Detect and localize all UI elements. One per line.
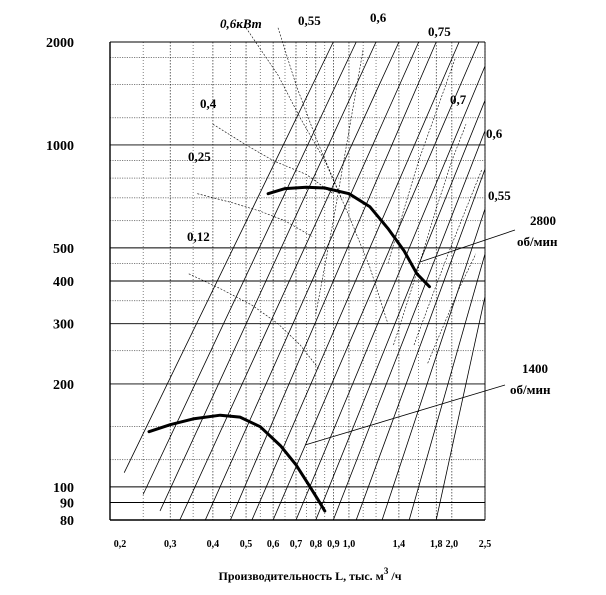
series-line-2 <box>147 413 327 513</box>
annotation-label: 1400 <box>522 361 548 376</box>
x-tick-label: 0,2 <box>114 539 127 550</box>
x-tick-label: 0,4 <box>207 539 220 550</box>
network-line <box>179 41 400 520</box>
annotation-label: 0,12 <box>187 229 210 244</box>
network-line <box>204 41 420 520</box>
efficiency-line <box>413 168 483 346</box>
callout-leader-1400 <box>304 384 506 446</box>
annotations: 0,6кВт 0,55 0,6 0,75 0,4 0,7 0,6 0,25 0,55 0,12 28… <box>187 10 558 397</box>
x-axis-label-tail: /ч <box>388 569 401 583</box>
performance-curves <box>147 185 431 513</box>
y-tick-label: 300 <box>53 318 74 333</box>
annotation-label: 0,6 <box>486 126 503 141</box>
x-axis-label-superscript: 3 <box>384 566 389 576</box>
y-tick-label: 200 <box>53 378 74 393</box>
efficiency-line <box>393 124 467 346</box>
x-tick-label: 0,8 <box>310 539 323 550</box>
x-axis-label: Производительность L, тыс. м3 /ч <box>219 566 402 583</box>
network-line <box>332 130 485 520</box>
x-tick-label: 1,4 <box>393 539 406 550</box>
power-line <box>188 273 320 370</box>
x-tick-labels: 0,2 0,3 0,4 0,5 0,6 0,7 0,8 0,9 1,0 1,4 1,8 2,0 2,5 <box>114 539 492 550</box>
auxiliary-lines <box>123 27 485 520</box>
x-tick-label: 1,0 <box>343 539 356 550</box>
x-tick-label: 1,8 <box>430 539 443 550</box>
network-line <box>355 168 485 520</box>
annotation-label: 0,55 <box>298 13 321 28</box>
x-tick-label: 0,6 <box>267 539 280 550</box>
y-tick-label: 100 <box>53 481 74 496</box>
network-line <box>251 41 460 520</box>
network-line <box>435 296 485 520</box>
x-tick-label: 0,5 <box>240 539 253 550</box>
annotation-label: 0,6кВт <box>220 16 262 31</box>
network-line <box>123 41 334 473</box>
x-tick-label: 2,5 <box>479 539 492 550</box>
grid <box>109 41 486 521</box>
power-line <box>277 27 342 199</box>
x-tick-label: 0,3 <box>164 539 177 550</box>
annotation-label: 0,4 <box>200 96 217 111</box>
power-line <box>212 123 334 194</box>
annotation-label: 0,25 <box>188 149 211 164</box>
callout-leader-2800 <box>419 229 516 263</box>
efficiency-line <box>427 253 477 364</box>
y-tick-label: 2000 <box>46 36 74 51</box>
annotation-label: 0,55 <box>488 188 511 203</box>
network-line <box>230 41 437 520</box>
y-tick-label: 400 <box>53 275 74 290</box>
network-line <box>142 41 357 495</box>
y-tick-label: 90 <box>60 497 74 512</box>
x-tick-label: 0,7 <box>290 539 303 550</box>
y-tick-label: 500 <box>53 242 74 257</box>
y-tick-label: 80 <box>60 514 74 529</box>
annotation-label: 0,6 <box>370 10 387 25</box>
x-tick-label: 0,9 <box>327 539 340 550</box>
network-line <box>408 253 485 520</box>
annotation-label: 0,7 <box>450 92 467 107</box>
x-tick-label: 2,0 <box>446 539 459 550</box>
network-line <box>272 41 480 520</box>
network-line <box>315 100 485 520</box>
annotation-label: 0,75 <box>428 24 451 39</box>
power-line <box>245 27 389 324</box>
y-tick-label: 1000 <box>46 139 74 154</box>
network-line <box>381 208 485 520</box>
network-line <box>159 41 377 512</box>
callout-leaders <box>304 229 516 446</box>
power-line <box>197 193 313 237</box>
annotation-label: 2800 <box>530 213 556 228</box>
x-axis-label-main: Производительность L, тыс. м <box>219 569 384 583</box>
annotation-label: об/мин <box>517 234 558 249</box>
series-line-1 <box>266 185 431 289</box>
annotation-label: об/мин <box>510 382 551 397</box>
efficiency-line <box>315 49 364 315</box>
network-line <box>295 65 485 520</box>
